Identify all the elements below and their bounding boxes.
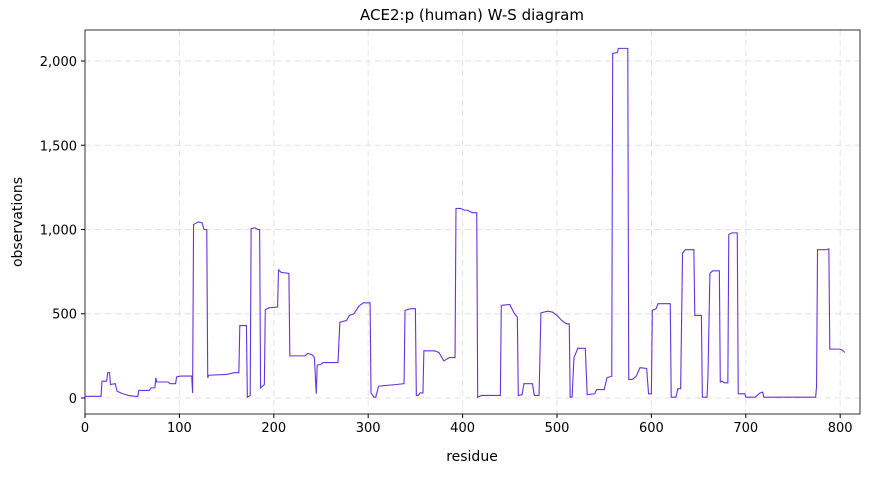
y-tick-label: 1,500 <box>40 139 77 154</box>
data-line <box>85 47 846 399</box>
x-tick-label: 400 <box>450 421 475 436</box>
y-tick-label: 1,000 <box>40 223 77 238</box>
y-tick-label: 2,000 <box>40 55 77 70</box>
y-axis-label: observations <box>10 177 26 267</box>
plot-frame <box>84 29 861 415</box>
x-tick-label: 800 <box>828 421 853 436</box>
x-tick-label: 0 <box>81 421 89 436</box>
x-axis-label: residue <box>446 449 498 465</box>
x-tick-label: 200 <box>261 421 286 436</box>
x-tick-label: 500 <box>545 421 570 436</box>
x-tick-label: 300 <box>356 421 381 436</box>
chart-title: ACE2:p (human) W-S diagram <box>360 6 584 24</box>
y-tick-label: 0 <box>69 392 77 407</box>
y-tick-label: 500 <box>52 308 77 323</box>
x-tick-label: 600 <box>639 421 664 436</box>
x-tick-label: 700 <box>733 421 758 436</box>
x-tick-label: 100 <box>167 421 192 436</box>
